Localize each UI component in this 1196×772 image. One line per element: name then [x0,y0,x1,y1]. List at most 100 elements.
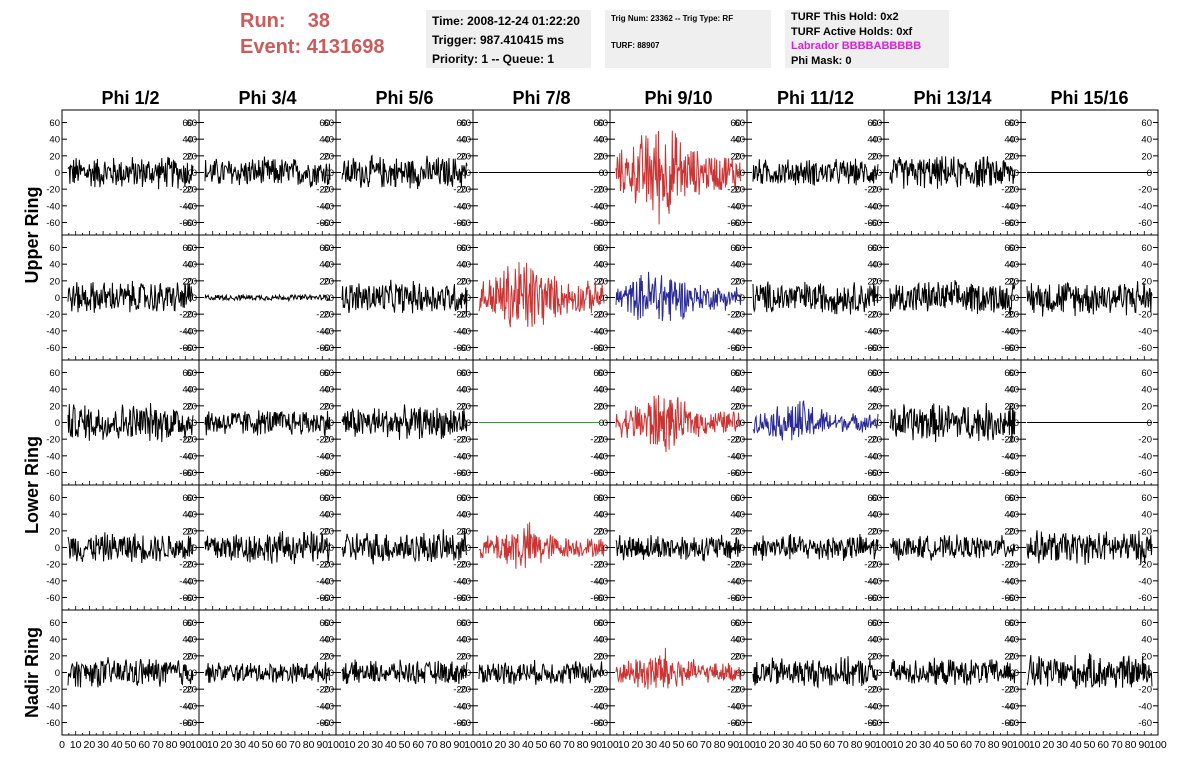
ytick-label-left: -40 [46,201,60,212]
ytick-label-right: -40 [179,451,193,462]
ytick-label-left: -40 [731,201,745,212]
ytick-label-left: 60 [186,243,197,254]
ytick-label-left: 0 [329,293,334,304]
ytick-label-left: 60 [871,243,882,254]
ytick-label-left: 60 [49,493,60,504]
ytick-label-left: -20 [868,185,882,196]
ytick-label-left: 60 [1008,243,1019,254]
ytick-label-left: 0 [603,668,608,679]
ytick-label-right: 20 [319,526,330,537]
ytick-label-right: 40 [1004,260,1015,271]
ytick-label-right: -20 [864,685,878,696]
ytick-label-left: -40 [457,576,471,587]
ytick-label-left: -40 [457,451,471,462]
waveform-trace [204,410,331,437]
ytick-label-left: 60 [49,243,60,254]
ytick-label-left: 0 [1014,418,1019,429]
ytick-label-right: -60 [590,718,604,729]
ytick-label-left: -20 [457,560,471,571]
ytick-label-left: 0 [877,293,882,304]
ytick-label-right: -40 [179,701,193,712]
ytick-label-right: 40 [182,385,193,396]
ytick-label-left: 40 [186,260,197,271]
ytick-label-right: -20 [1138,185,1152,196]
xtick-label: 30 [782,739,794,751]
xtick-label: 50 [399,739,411,751]
ytick-label-right: -20 [727,185,741,196]
panel-frame [335,359,474,486]
ytick-label-left: -40 [868,201,882,212]
ytick-label-right: -20 [316,310,330,321]
ytick-label-right: -40 [1001,326,1015,337]
ytick-label-left: 0 [1014,668,1019,679]
ytick-label-right: -20 [864,560,878,571]
ytick-label-right: 60 [1004,118,1015,129]
ytick-label-left: -60 [46,468,60,479]
ytick-label-left: 0 [192,668,197,679]
ytick-label-left: 60 [460,243,471,254]
column-header-8: Phi 15/16 [1050,88,1128,108]
xtick-label: 100 [738,739,756,751]
ytick-label-left: 40 [460,635,471,646]
ytick-label-right: 40 [730,385,741,396]
ytick-label-right: -60 [590,468,604,479]
ytick-label-right: -60 [453,218,467,229]
xtick-label: 100 [327,739,345,751]
ytick-label-left: -60 [320,218,334,229]
xtick-label: 60 [549,739,561,751]
ytick-label-left: -60 [594,218,608,229]
ytick-label-right: 20 [867,651,878,662]
waveform-trace [615,534,742,562]
ytick-label-left: -40 [183,201,197,212]
ytick-label-right: -20 [1138,560,1152,571]
ytick-label-left: 0 [740,543,745,554]
ytick-label-left: 40 [871,635,882,646]
priority-text: Priority: 1 -- Queue: 1 [432,52,555,66]
ytick-label-right: -20 [590,560,604,571]
ytick-label-right: 40 [456,510,467,521]
time-info-box: Time: 2008-12-24 01:22:20 Trigger: 987.4… [426,10,591,68]
ytick-label-left: -40 [457,326,471,337]
ytick-label-right: 0 [462,668,467,679]
xtick-label: 10 [618,739,630,751]
xtick-label: 50 [810,739,822,751]
xtick-label: 50 [125,739,137,751]
ytick-label-left: 20 [49,651,60,662]
xtick-label: 80 [577,739,589,751]
xtick-label: 60 [138,739,150,751]
ytick-label-left: -20 [1005,685,1019,696]
ytick-label-right: 20 [730,276,741,287]
ytick-label-left: 20 [323,276,334,287]
ytick-label-right: 20 [593,651,604,662]
ytick-label-left: -40 [731,701,745,712]
ytick-label-left: 60 [186,118,197,129]
ytick-label-right: 20 [1004,526,1015,537]
xtick-label: 70 [426,739,438,751]
ytick-label-right: 0 [462,418,467,429]
ytick-label-right: -60 [1001,593,1015,604]
xtick-label: 80 [714,739,726,751]
ytick-label-right: -60 [864,468,878,479]
ytick-label-right: 20 [593,401,604,412]
ytick-label-left: 60 [323,118,334,129]
ytick-label-left: -40 [320,576,334,587]
ytick-label-left: 60 [186,493,197,504]
ytick-label-left: 0 [55,168,60,179]
ytick-label-right: -20 [727,310,741,321]
ytick-label-left: 0 [192,543,197,554]
ytick-label-left: 20 [1008,651,1019,662]
ytick-label-right: 60 [593,618,604,629]
ytick-label-left: 20 [1008,151,1019,162]
column-header-1: Phi 1/2 [101,88,159,108]
xtick-label: 20 [221,739,233,751]
ytick-label-left: 40 [186,385,197,396]
waveform-trace [889,534,1016,561]
ytick-label-left: -40 [594,701,608,712]
ytick-label-right: 20 [319,401,330,412]
xtick-label: 70 [563,739,575,751]
ytick-label-left: 60 [734,118,745,129]
